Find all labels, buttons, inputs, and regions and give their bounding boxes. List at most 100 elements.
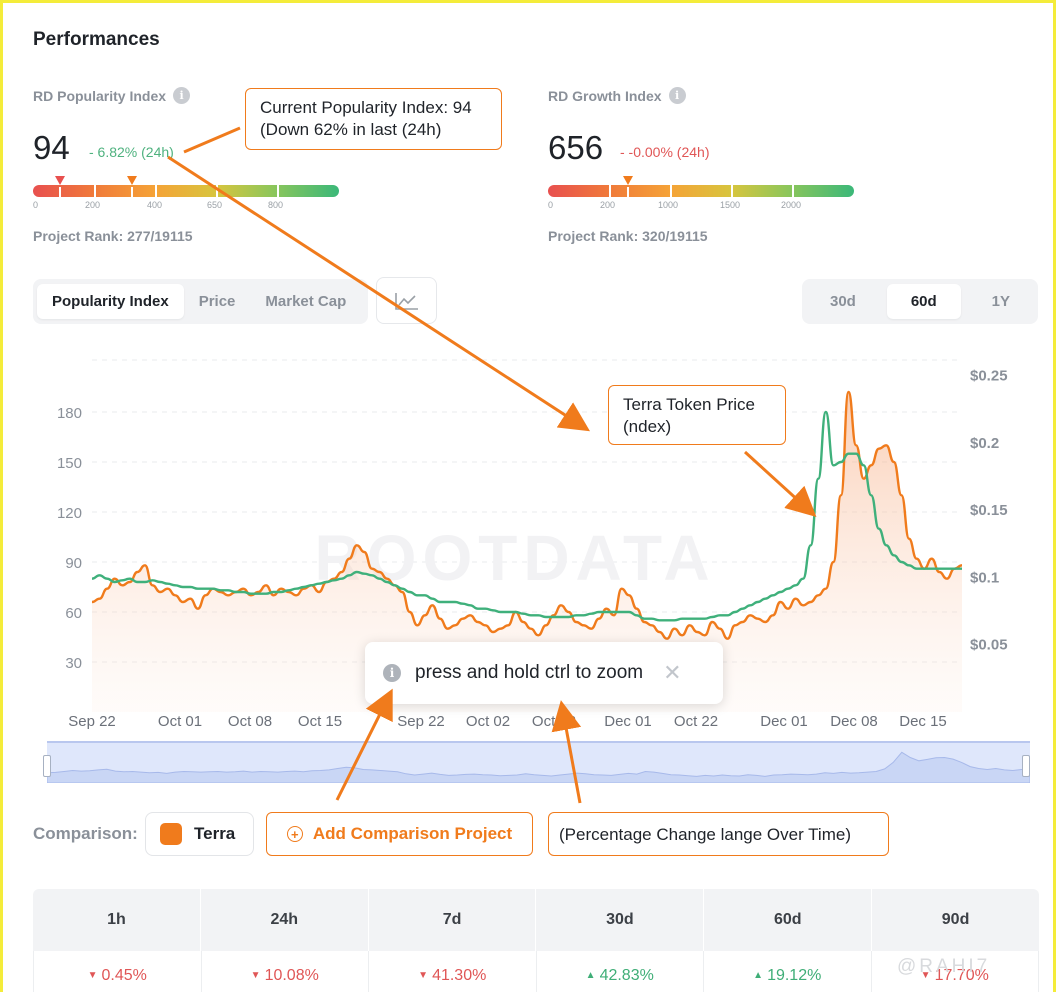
previous-marker-icon [127, 176, 137, 197]
close-icon[interactable]: ✕ [663, 660, 682, 685]
y-tick-label: 150 [57, 455, 82, 472]
gauge-segment [155, 185, 157, 197]
table-cell-1h: ▼ 0.45% [34, 951, 202, 992]
cell-value: 10.08% [264, 966, 319, 984]
add-comparison-button[interactable]: + Add Comparison Project [266, 812, 533, 856]
gauge-bar [548, 185, 854, 197]
gauge-segment [609, 185, 611, 197]
tab-30d[interactable]: 30d [830, 293, 856, 310]
gauge-segment [731, 185, 733, 197]
x-tick-label: Oct 08 [228, 713, 272, 730]
zoom-tooltip: i press and hold ctrl to zoom ✕ [365, 642, 723, 704]
growth-label-text: RD Growth Index [548, 87, 662, 104]
table-cell-7d: ▼ 41.30% [369, 951, 537, 992]
y-tick-label: 60 [65, 605, 82, 622]
x-tick-label: Sep 22 [68, 713, 116, 730]
user-watermark: @RAHI7 [897, 956, 991, 977]
y-right-tick-label: $0.1 [970, 569, 999, 586]
add-comparison-label: Add Comparison Project [312, 824, 513, 843]
table-header: 1h 24h 7d 30d 60d 90d [33, 889, 1039, 951]
y-right-tick-label: $0.15 [970, 502, 1008, 519]
table-cell-30d: ▲ 42.83% [537, 951, 704, 992]
table-header-cell: 7d [369, 889, 537, 951]
gauge-tick: 400 [147, 200, 163, 210]
table-header-cell: 30d [536, 889, 705, 951]
chart-type-button[interactable] [376, 277, 437, 324]
y-axis-right: $0.05 $0.1 $0.15 $0.2 $0.25 [970, 367, 1008, 653]
x-tick-label: Oct 12 [532, 713, 576, 730]
arrow-icon: ▲ [753, 970, 764, 981]
growth-rank: Project Rank: 320/19115 [548, 228, 708, 244]
callout-current-popularity: Current Popularity Index: 94 (Down 62% i… [245, 88, 502, 150]
growth-value: 656 [548, 129, 604, 166]
x-axis: Sep 22 Oct 01 Oct 08 Oct 15 Sep 22 Oct 02 Oct … [68, 713, 947, 730]
info-icon[interactable]: i [668, 87, 686, 104]
cell-value: 17.70% [934, 966, 989, 984]
gauge-tick: 1000 [658, 200, 679, 210]
navigator-mini-chart [46, 751, 1031, 784]
x-tick-label: Dec 01 [760, 713, 808, 730]
arrow-icon: ▼ [87, 970, 98, 981]
popularity-rank: Project Rank: 277/19115 [33, 228, 193, 244]
table-header-cell: 24h [201, 889, 369, 951]
navigator-right-handle[interactable] [1022, 755, 1030, 777]
x-tick-label: Oct 22 [674, 713, 718, 730]
popularity-change: - 6.82% (24h) [89, 144, 174, 160]
cell-value: 0.45% [101, 966, 147, 984]
gauge-tick: 800 [268, 200, 284, 210]
growth-change: - -0.00% (24h) [620, 144, 710, 160]
navigator-left-handle[interactable] [43, 755, 51, 777]
popularity-label-text: RD Popularity Index [33, 87, 167, 104]
line-chart-icon [394, 292, 418, 310]
x-tick-label: Dec 15 [899, 713, 947, 730]
tab-market-cap[interactable]: Market Cap [265, 293, 347, 310]
gauge-segment [94, 185, 96, 197]
arrow-icon: ▲ [585, 970, 596, 981]
gauge-tick: 650 [207, 200, 223, 210]
tab-price[interactable]: Price [198, 293, 236, 310]
color-swatch-icon [160, 823, 182, 845]
y-tick-label: 120 [57, 505, 82, 522]
gauge-segment [277, 185, 279, 197]
x-tick-label: Dec 08 [830, 713, 878, 730]
callout-token-price: Terra Token Price (ndex) [608, 385, 786, 445]
tab-60d[interactable]: 60d [886, 284, 961, 319]
gauge-segment [670, 185, 672, 197]
gauge-tick: 200 [600, 200, 616, 210]
popularity-value: 94 [33, 129, 70, 166]
y-axis-left: 30 60 90 120 150 180 [57, 405, 82, 672]
tab-1y[interactable]: 1Y [991, 293, 1010, 310]
gauge-bar [33, 185, 339, 197]
y-right-tick-label: $0.05 [970, 637, 1008, 654]
plus-icon: + [286, 826, 303, 842]
arrow-icon: ▼ [418, 970, 429, 981]
comparison-project-name: Terra [194, 824, 236, 843]
popularity-index-label: RD Popularity Index i [33, 87, 191, 104]
tab-popularity-index[interactable]: Popularity Index [37, 284, 184, 319]
growth-index-label: RD Growth Index i [548, 87, 686, 104]
popularity-gauge: 0 200 400 650 800 [33, 176, 339, 210]
info-icon: i [383, 664, 401, 682]
range-tabs: 30d 60d 1Y [802, 279, 1038, 324]
gauge-tick: 0 [548, 200, 554, 210]
cell-value: 42.83% [599, 966, 654, 984]
gauge-tick: 200 [85, 200, 101, 210]
metric-tabs: Popularity Index Price Market Cap [33, 279, 368, 324]
section-title: Performances [33, 29, 160, 50]
info-icon[interactable]: i [173, 87, 191, 104]
comparison-chip-terra[interactable]: Terra [145, 812, 254, 856]
callout-percentage-change: (Percentage Change lange Over Time) [548, 812, 889, 856]
table-cell-24h: ▼ 10.08% [202, 951, 369, 992]
change-table: 1h 24h 7d 30d 60d 90d ▼ 0.45% ▼ 10.08% ▼ 41… [33, 889, 1039, 992]
gauge-tick: 1500 [720, 200, 741, 210]
y-right-tick-label: $0.25 [970, 367, 1008, 384]
range-navigator[interactable] [43, 741, 1031, 784]
gauge-tick: 2000 [781, 200, 802, 210]
series-line-popularity [91, 410, 962, 622]
y-tick-label: 180 [57, 405, 82, 422]
table-row: ▼ 0.45% ▼ 10.08% ▼ 41.30% ▲ 42.83% ▲ 19.12% ▼… [33, 951, 1039, 992]
gauge-tick: 0 [33, 200, 39, 210]
zoom-tooltip-text: press and hold ctrl to zoom [415, 662, 644, 683]
x-tick-label: Oct 02 [466, 713, 510, 730]
